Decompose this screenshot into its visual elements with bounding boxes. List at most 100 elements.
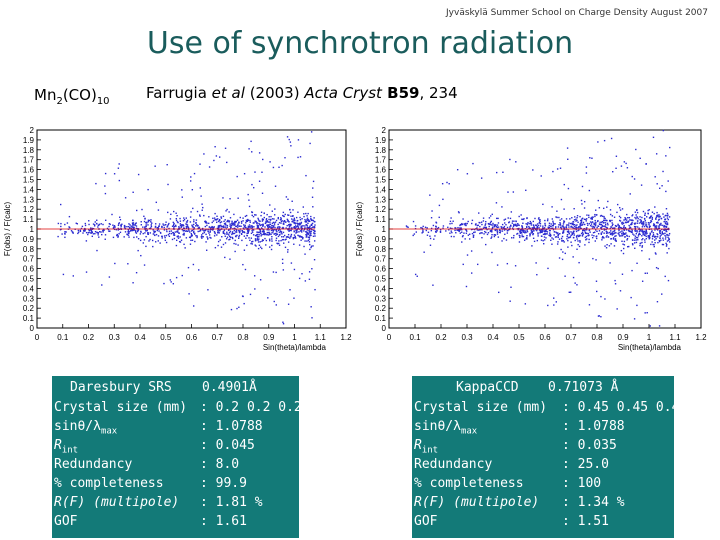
scatter-point (313, 240, 316, 242)
scatter-point (189, 180, 192, 182)
scatter-point (495, 171, 498, 174)
scatter-point (211, 229, 214, 231)
scatter-point (293, 230, 295, 233)
scatter-point (547, 304, 549, 307)
scatter-point (261, 218, 264, 220)
scatter-point (601, 215, 604, 217)
scatter-point (270, 215, 272, 218)
scatter-point (220, 221, 223, 223)
scatter-point (222, 232, 225, 234)
scatter-point (254, 234, 257, 237)
scatter-point (437, 226, 440, 229)
scatter-point (61, 233, 63, 235)
scatter-point (518, 241, 521, 243)
scatter-point (181, 225, 183, 228)
scatter-point (604, 245, 606, 247)
scatter-point (529, 227, 531, 230)
scatter-point (79, 230, 82, 233)
scatter-point (654, 227, 656, 229)
scatter-point (462, 234, 464, 237)
scatter-point (668, 234, 670, 237)
scatter-point (170, 281, 172, 283)
scatter-point (668, 216, 671, 218)
scatter-point (176, 235, 179, 238)
scatter-point (562, 251, 564, 253)
scatter-point (170, 213, 172, 216)
scatter-point (562, 226, 564, 228)
x-tick-label: 1.1 (315, 333, 327, 342)
scatter-point (543, 227, 546, 229)
scatter-point (642, 224, 644, 226)
scatter-point (313, 259, 316, 261)
scatter-point (292, 221, 294, 223)
scatter-point (247, 227, 250, 229)
scatter-point (430, 227, 433, 230)
scatter-point (517, 228, 519, 231)
scatter-point (594, 231, 596, 233)
scatter-point (183, 227, 185, 229)
scatter-point (131, 223, 134, 225)
scatter-point (226, 231, 228, 233)
scatter-point (479, 229, 482, 231)
scatter-point (646, 272, 648, 274)
scatter-point (190, 232, 193, 235)
scatter-point (568, 291, 570, 293)
scatter-point (611, 224, 614, 227)
scatter-point (584, 229, 586, 231)
scatter-point (294, 223, 297, 225)
scatter-point (257, 247, 260, 250)
scatter-point (619, 290, 622, 292)
scatter-point (649, 232, 651, 234)
x-tick-label: 0.7 (565, 333, 577, 342)
scatter-point (466, 173, 469, 175)
scatter-point (496, 264, 499, 266)
scatter-point (525, 189, 527, 192)
scatter-point (458, 212, 460, 214)
scatter-point (199, 163, 201, 165)
scatter-point (145, 225, 147, 228)
scatter-point (101, 233, 103, 236)
scatter-point (145, 245, 147, 248)
scatter-point (551, 227, 553, 229)
scatter-point (604, 298, 606, 300)
scatter-point (623, 240, 626, 243)
scatter-point (585, 220, 587, 222)
scatter-point (591, 236, 594, 239)
scatter-point (631, 229, 633, 232)
scatter-point (645, 231, 648, 233)
scatter-point (173, 225, 176, 228)
scatter-point (313, 217, 315, 219)
scatter-point (620, 231, 622, 233)
scatter-point (560, 237, 563, 240)
scatter-point (169, 279, 172, 281)
scatter-point (536, 227, 538, 229)
scatter-point (196, 224, 198, 226)
scatter-point (252, 234, 255, 236)
scatter-point (185, 221, 188, 223)
scatter-point (637, 235, 640, 237)
y-tick-label: 1.7 (375, 156, 387, 165)
scatter-point (107, 228, 110, 231)
scatter-point (202, 232, 204, 235)
scatter-point (163, 229, 166, 231)
scatter-point (611, 215, 614, 217)
scatter-point (250, 242, 252, 245)
scatter-point (481, 229, 483, 231)
scatter-point (604, 226, 607, 228)
slide-title: Use of synchrotron radiation (146, 26, 574, 61)
scatter-point (135, 232, 138, 234)
scatter-point (491, 233, 493, 236)
scatter-point (274, 228, 276, 231)
scatter-point (614, 227, 616, 229)
scatter-point (248, 224, 251, 226)
scatter-point (653, 244, 655, 246)
scatter-point (622, 233, 624, 235)
scatter-point (183, 243, 185, 246)
scatter-point (248, 225, 251, 228)
scatter-point (511, 222, 514, 224)
scatter-point (626, 213, 628, 216)
scatter-point (641, 226, 644, 228)
scatter-point (208, 222, 210, 225)
scatter-point (60, 225, 62, 228)
scatter-point (147, 188, 149, 191)
